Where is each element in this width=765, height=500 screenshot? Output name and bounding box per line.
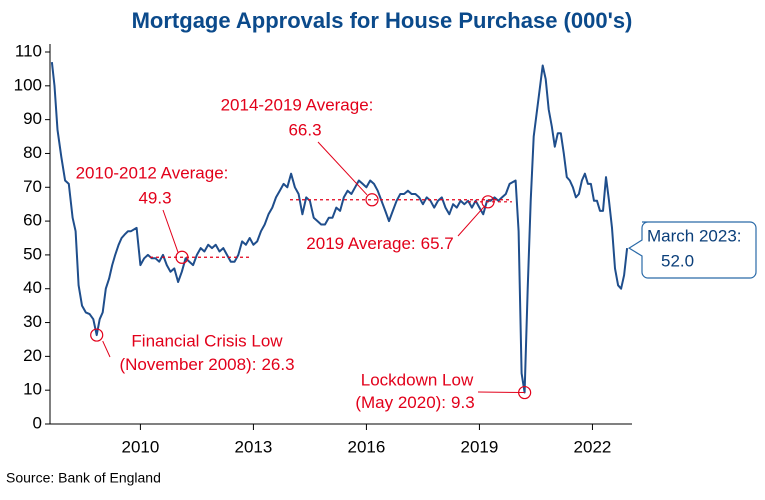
y-tick-label: 10 [23, 380, 42, 399]
y-tick-label: 90 [23, 109, 42, 128]
leader-line [317, 141, 368, 196]
average-value: 65.7 [421, 234, 454, 253]
chart-title: Mortgage Approvals for House Purchase (0… [132, 8, 633, 33]
x-tick-label: 2019 [461, 437, 499, 456]
average-label: 2019 Average: [306, 234, 415, 253]
y-tick-label: 50 [23, 244, 42, 263]
y-tick-label: 30 [23, 312, 42, 331]
average-label: 2014-2019 Average: [221, 95, 374, 114]
callout-label: Lockdown Low [361, 370, 474, 389]
average-value: 49.3 [138, 188, 171, 207]
y-tick-label: 60 [23, 211, 42, 230]
series-line [50, 61, 629, 394]
x-tick-label: 2016 [348, 437, 386, 456]
average-label: 2010-2012 Average: [76, 163, 229, 182]
leader-line [162, 209, 179, 253]
x-tick-label: 2010 [121, 437, 159, 456]
leader-line [477, 391, 525, 394]
y-tick-label: 80 [23, 143, 42, 162]
source-note: Source: Bank of England [6, 470, 161, 486]
y-tick-label: 40 [23, 278, 42, 297]
y-tick-label: 110 [15, 41, 42, 60]
leader-line [102, 340, 111, 358]
y-tick-label: 100 [14, 75, 42, 94]
callout-label-text: (November 2008): [119, 355, 256, 374]
x-tick-label: 2013 [235, 437, 273, 456]
average-value: 66.3 [288, 120, 321, 139]
callout-label: (November 2008): 26.3 [119, 355, 294, 374]
callout-label: (May 2020): 9.3 [355, 393, 474, 412]
average-annotation: 2019 Average: 65.7 [306, 234, 453, 253]
callout-label: March 2023: [647, 226, 742, 245]
leader-line [457, 206, 485, 237]
y-tick-label: 20 [23, 346, 42, 365]
average-marker [481, 195, 495, 209]
average-marker [365, 193, 379, 207]
callout-label: Financial Crisis Low [131, 331, 283, 350]
callout-box [627, 221, 757, 279]
callout-marker [90, 328, 104, 342]
callout-value: 52.0 [661, 251, 694, 270]
average-marker [175, 250, 189, 264]
callout-value: 26.3 [261, 355, 294, 374]
callout-value: 9.3 [451, 393, 475, 412]
callout-label-text: (May 2020): [355, 393, 446, 412]
y-tick-label: 0 [33, 413, 42, 432]
y-tick-label: 70 [23, 177, 42, 196]
x-tick-label: 2022 [574, 437, 612, 456]
